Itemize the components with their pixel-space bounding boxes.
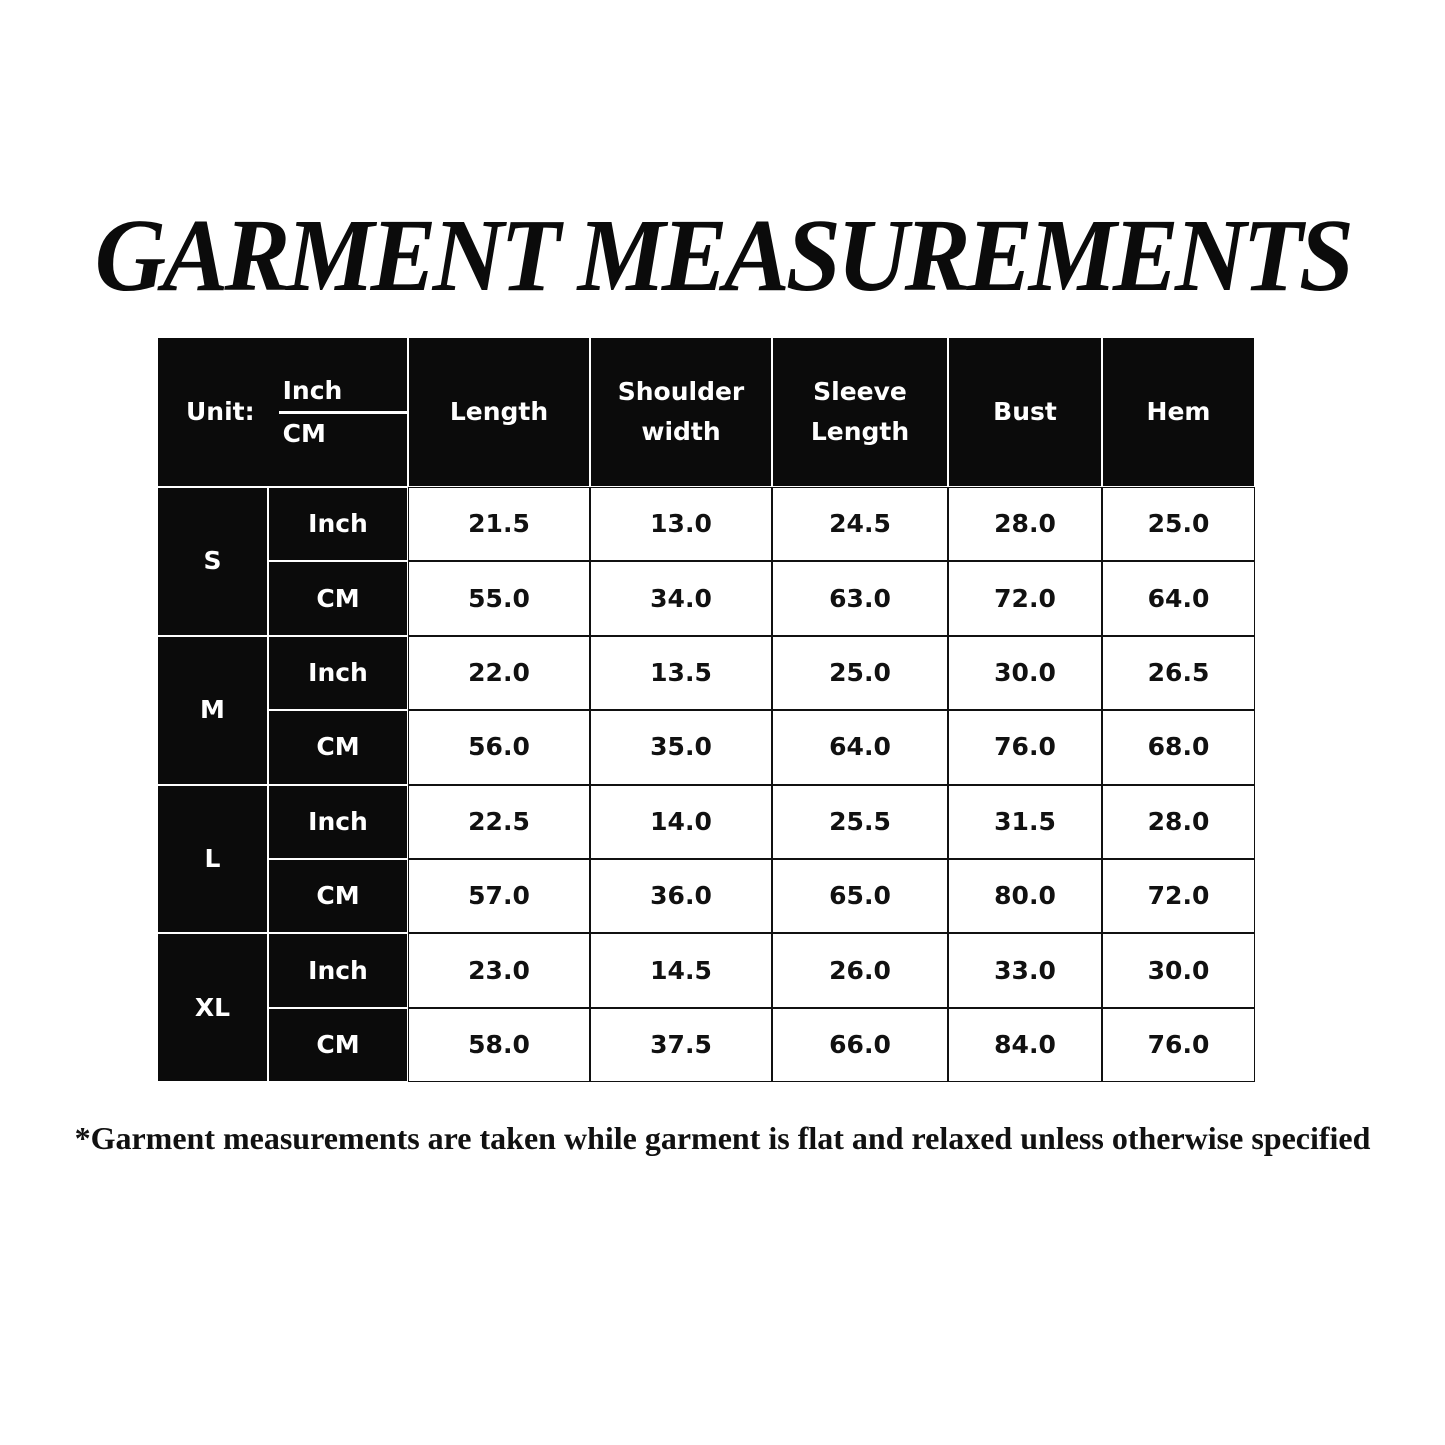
table-cell: 64.0 [1102, 561, 1255, 636]
table-cell: 23.0 [408, 933, 590, 1008]
table-cell: 14.0 [590, 784, 772, 859]
size-label: L [157, 784, 268, 934]
table-cell: 66.0 [772, 1007, 948, 1083]
unit-label: Inch [268, 933, 408, 1008]
table-cell: 72.0 [948, 561, 1102, 636]
table-cell: 21.5 [408, 487, 590, 562]
unit-label: Unit: [186, 397, 255, 426]
table-cell: 57.0 [408, 858, 590, 934]
size-chart-table: Unit: Inch CM Length Shoulder width Sleeve… [157, 337, 1255, 1083]
column-header: Length [408, 337, 590, 487]
unit-label: CM [268, 710, 408, 785]
table-cell: 34.0 [590, 561, 772, 636]
table-cell: 35.0 [590, 710, 772, 785]
table-cell: 37.5 [590, 1007, 772, 1083]
table-cell: 26.0 [772, 933, 948, 1008]
table-cell: 28.0 [948, 487, 1102, 562]
table-cell: 56.0 [408, 710, 590, 785]
table-cell: 31.5 [948, 784, 1102, 859]
table-cell: 13.0 [590, 487, 772, 562]
unit-inch: Inch [278, 371, 417, 414]
table-cell: 30.0 [1102, 933, 1255, 1008]
table-cell: 33.0 [948, 933, 1102, 1008]
table-cell: 36.0 [590, 858, 772, 934]
size-label: XL [157, 933, 268, 1083]
table-cell: 58.0 [408, 1007, 590, 1083]
table-cell: 14.5 [590, 933, 772, 1008]
table-cell: 68.0 [1102, 710, 1255, 785]
table-cell: 28.0 [1102, 784, 1255, 859]
unit-label: CM [268, 561, 408, 636]
table-cell: 25.5 [772, 784, 948, 859]
table-cell: 63.0 [772, 561, 948, 636]
size-label: S [157, 487, 268, 636]
table-cell: 76.0 [1102, 1007, 1255, 1083]
table-cell: 76.0 [948, 710, 1102, 785]
unit-label: CM [268, 1007, 408, 1083]
unit-label: Inch [268, 635, 408, 711]
table-cell: 55.0 [408, 561, 590, 636]
table-cell: 30.0 [948, 635, 1102, 711]
size-label: M [157, 635, 268, 785]
table-cell: 72.0 [1102, 858, 1255, 934]
footnote: *Garment measurements are taken while ga… [74, 1120, 1371, 1156]
table-cell: 64.0 [772, 710, 948, 785]
column-header: Sleeve Length [772, 337, 948, 487]
table-cell: 25.0 [1102, 487, 1255, 562]
column-header: Hem [1102, 337, 1255, 487]
table-cell: 84.0 [948, 1007, 1102, 1083]
table-cell: 25.0 [772, 635, 948, 711]
unit-cm: CM [282, 418, 326, 448]
column-header: Shoulder width [590, 337, 772, 487]
unit-header: Unit: Inch CM [157, 337, 417, 487]
page-title: GARMENT MEASUREMENTS [94, 198, 1354, 313]
table-cell: 65.0 [772, 858, 948, 934]
column-header: Bust [948, 337, 1102, 487]
table-cell: 13.5 [590, 635, 772, 711]
table-cell: 22.5 [408, 784, 590, 859]
table-cell: 80.0 [948, 858, 1102, 934]
table-cell: 24.5 [772, 487, 948, 562]
unit-label: Inch [268, 784, 408, 859]
table-cell: 26.5 [1102, 635, 1255, 711]
unit-label: CM [268, 858, 408, 934]
table-cell: 22.0 [408, 635, 590, 711]
unit-label: Inch [268, 487, 408, 562]
